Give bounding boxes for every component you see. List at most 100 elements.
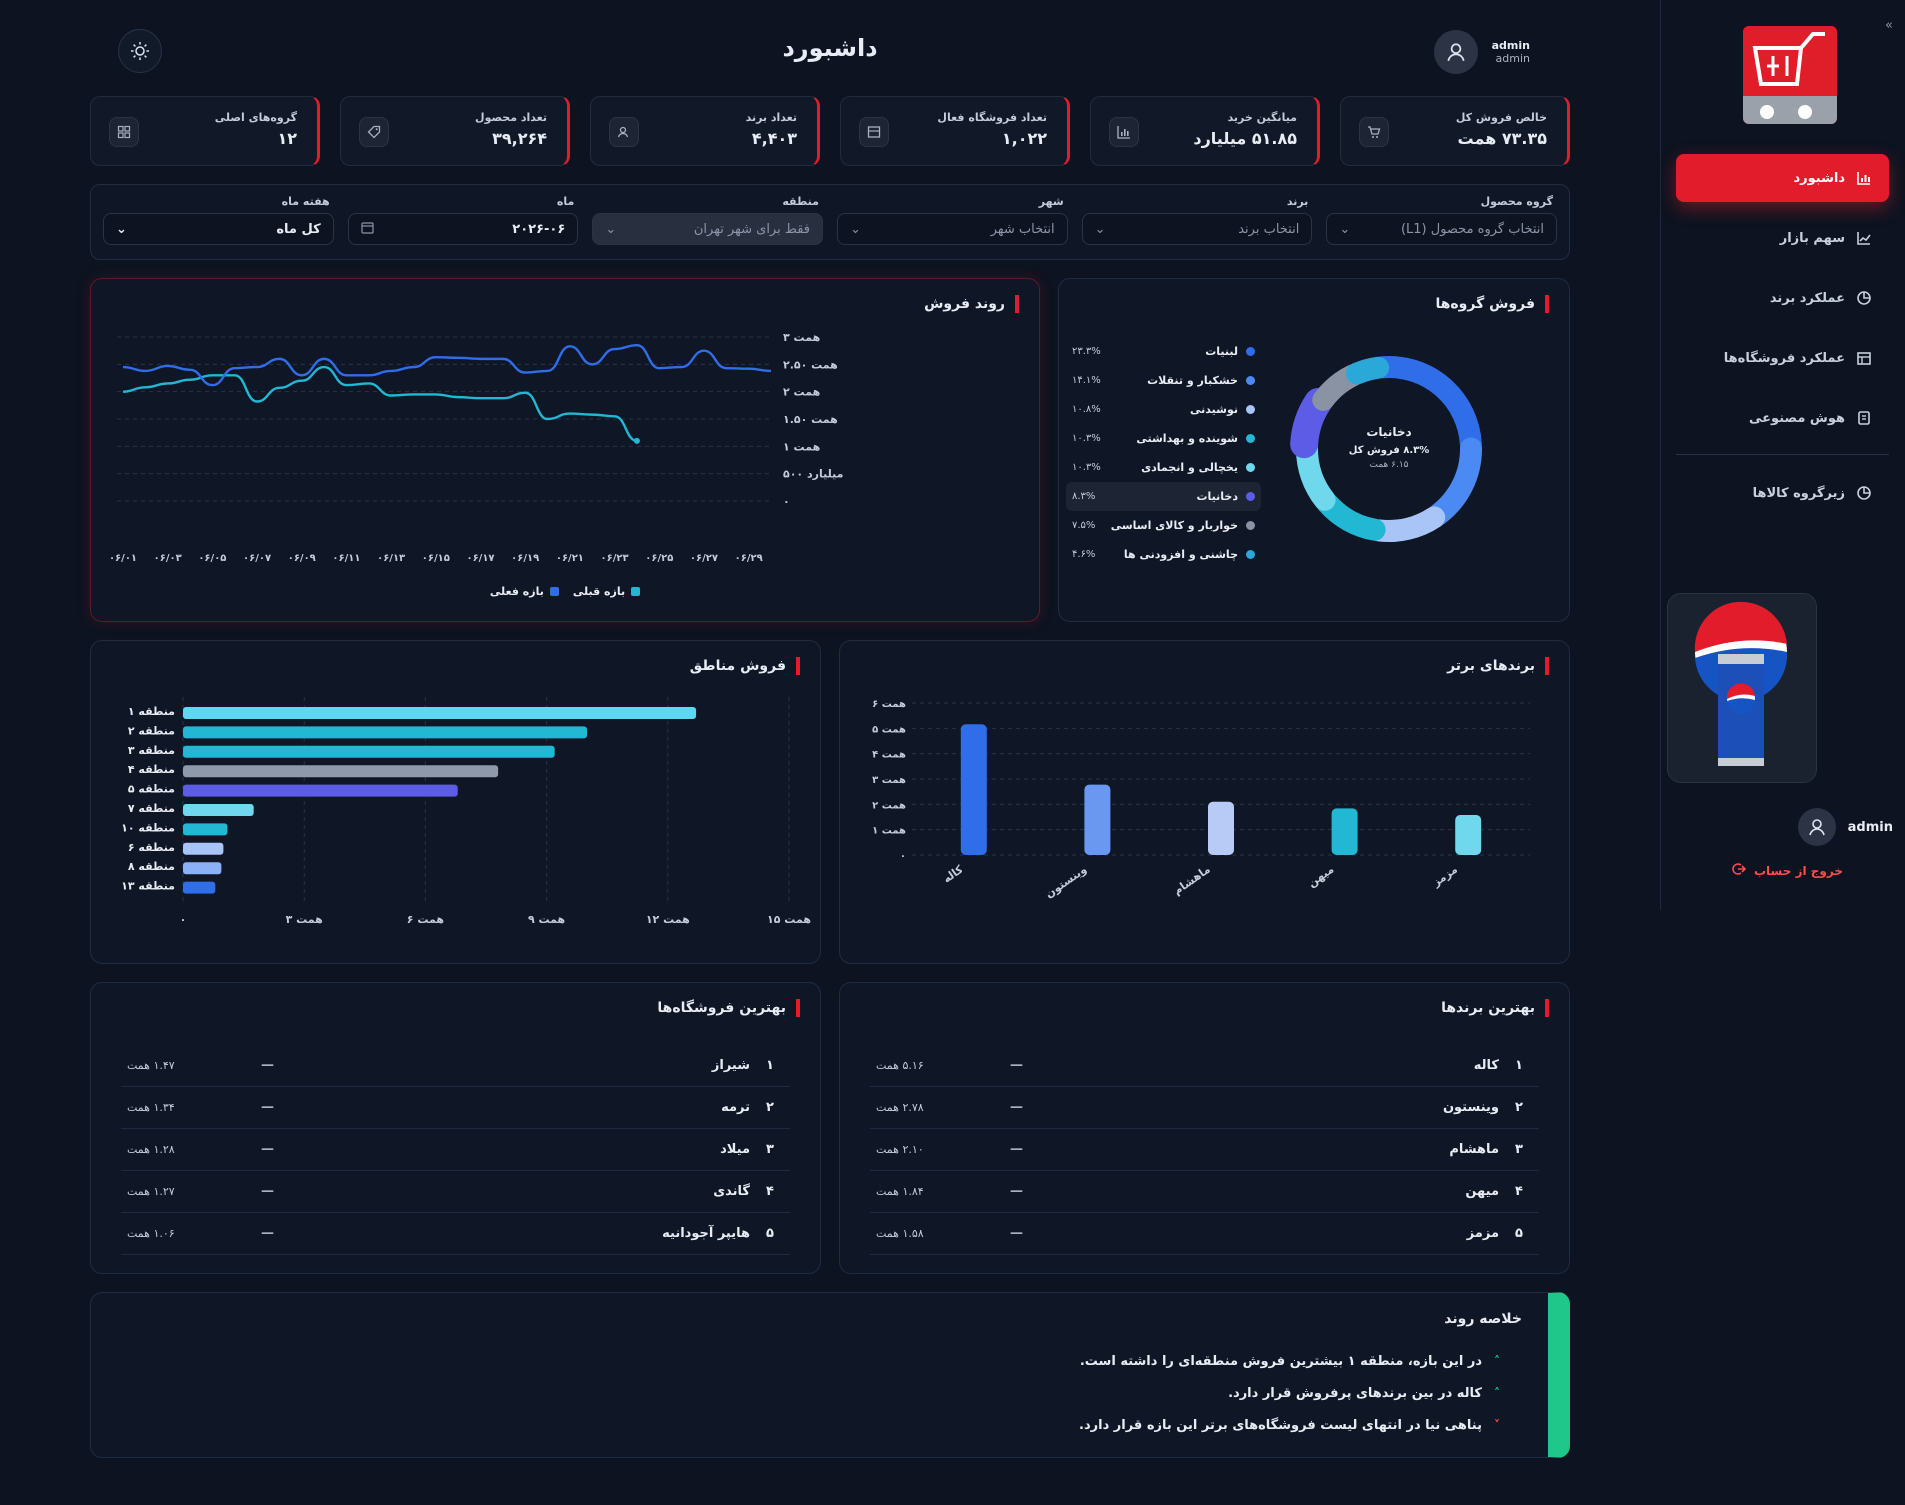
best-stores-table: ۱ شیراز — ۱.۴۷ همت ۲ ترمه — ۱.۳۴ همت ۳ میلاد — ۱.…	[121, 1045, 790, 1255]
legend-item[interactable]: یخچالی و انجمادی ۱۰.۳%	[1066, 453, 1261, 482]
x-tick-label: ۰۶/۰۵	[198, 553, 226, 564]
x-tick-label: ۰۶/۲۹	[735, 553, 763, 564]
legend-item[interactable]: لبنیات ۲۳.۳%	[1066, 337, 1261, 366]
filter-week: هفته ماه کل ماه ⌄	[102, 195, 334, 249]
week-select[interactable]: کل ماه ⌄	[102, 213, 334, 245]
list-item: ˄ در این بازه، منطقه ۱ بیشترین فروش منطقه…	[1079, 1345, 1500, 1377]
dash: —	[1010, 1058, 1023, 1073]
dash: —	[261, 1184, 274, 1199]
x-tick-label: ۰۶/۰۱	[109, 553, 137, 564]
series-end-point	[633, 437, 640, 444]
kpi-label: خالص فروش کل	[1455, 111, 1547, 124]
brand-name: ماهشام	[1449, 1142, 1499, 1157]
sidebar-user[interactable]: admin	[1797, 808, 1893, 846]
table-row[interactable]: ۲ ترمه — ۱.۳۴ همت	[121, 1087, 790, 1129]
x-tick-label: ۰۶/۱۷	[466, 553, 494, 564]
sidebar-item-label: عملکرد برند	[1769, 290, 1845, 306]
table-row[interactable]: ۲ وینستون — ۲.۷۸ همت	[870, 1087, 1539, 1129]
brand-name: میهن	[1465, 1184, 1499, 1199]
summary-text: کاله در بین برندهای پرفروش قرار دارد.	[1228, 1385, 1482, 1401]
card-title: بهترین برندها	[1441, 999, 1549, 1017]
x-tick-label: ۱۲ همت	[646, 913, 690, 926]
donut-center-pct: ۸.۳% فروش کل	[1348, 445, 1430, 456]
filter-month: ماه ۲۰۲۶-۰۶	[347, 195, 579, 249]
donut-slice	[1368, 506, 1446, 542]
legend-item[interactable]: نوشیدنی ۱۰.۸%	[1066, 395, 1261, 424]
table-row[interactable]: ۵ مزمز — ۱.۵۸ همت	[870, 1213, 1539, 1255]
logout-button[interactable]: خروج از حساب	[1732, 862, 1843, 879]
table-row[interactable]: ۳ میلاد — ۱.۲۸ همت	[121, 1129, 790, 1171]
collapse-sidebar-icon[interactable]: »	[1885, 18, 1893, 33]
card-title: خلاصه روند	[1444, 1311, 1522, 1327]
series-current-line	[122, 343, 772, 387]
region-bar	[183, 804, 254, 816]
theme-toggle-button[interactable]	[118, 29, 162, 73]
y-tick-label: ۱ همت	[783, 440, 820, 453]
legend-dot	[1246, 550, 1255, 559]
best-brands-table: ۱ کاله — ۵.۱۶ همت ۲ وینستون — ۲.۷۸ همت ۳ ماهشام…	[870, 1045, 1539, 1255]
select-value: فقط برای شهر تهران	[693, 221, 810, 237]
x-tick-label: ۰۶/۱۵	[422, 553, 450, 564]
group-sales-donut	[1290, 356, 1482, 542]
donut-center-name: دخانیات	[1366, 425, 1412, 439]
sidebar-item-ai[interactable]: هوش مصنوعی	[1676, 394, 1889, 442]
sidebar-item-subgroups[interactable]: زیرگروه کالاها	[1676, 469, 1889, 517]
legend-pct: ۱۰.۳%	[1072, 433, 1101, 444]
select-value: انتخاب برند	[1238, 221, 1300, 237]
legend-name: خشکبار و تنقلات	[1147, 374, 1238, 387]
rank: ۲	[766, 1100, 774, 1115]
header-user[interactable]: admin admin	[1433, 30, 1530, 74]
kpi-card-brand-count: تعداد برند ۴,۴۰۳	[590, 96, 820, 166]
table-row[interactable]: ۴ گاندی — ۱.۲۷ همت	[121, 1171, 790, 1213]
x-tick-label: ۰۶/۲۵	[645, 553, 673, 564]
sidebar-item-dashboard[interactable]: داشبورد	[1676, 154, 1889, 202]
rank: ۳	[1515, 1142, 1523, 1157]
table-row[interactable]: ۱ کاله — ۵.۱۶ همت	[870, 1045, 1539, 1087]
table-row[interactable]: ۴ میهن — ۱.۸۴ همت	[870, 1171, 1539, 1213]
table-row[interactable]: ۵ هایپر آجودانیه — ۱.۰۶ همت	[121, 1213, 790, 1255]
legend-item[interactable]: چاشنی و افزودنی ها ۴.۶%	[1066, 540, 1261, 569]
pie-chart-icon	[1855, 289, 1873, 307]
bar-chart-icon	[1109, 117, 1139, 147]
legend-label: بازه قبلی	[572, 585, 626, 598]
legend-item[interactable]: خواربار و کالای اساسی ۷.۵%	[1066, 511, 1261, 540]
region-bar	[183, 881, 216, 894]
month-picker[interactable]: ۲۰۲۶-۰۶	[347, 213, 579, 245]
brand-value: ۱.۵۸ همت	[876, 1227, 924, 1240]
brand-select[interactable]: انتخاب برند ⌄	[1081, 213, 1313, 245]
region-bar	[183, 842, 224, 855]
city-select[interactable]: انتخاب شهر ⌄	[836, 213, 1068, 245]
y-tick-label: منطقه ۴	[128, 763, 175, 776]
filter-product-group: گروه محصول انتخاب گروه محصول (L1) ⌄	[1326, 195, 1557, 249]
legend-previous[interactable]: بازه قبلی	[572, 585, 641, 598]
y-tick-label: منطقه ۲	[128, 724, 175, 737]
store-name: میلاد	[720, 1142, 750, 1157]
legend-dot	[1246, 463, 1255, 472]
legend-item[interactable]: شوینده و بهداشتی ۱۰.۳%	[1066, 424, 1261, 453]
y-tick-label: ۰	[783, 495, 790, 508]
filter-bar: گروه محصول انتخاب گروه محصول (L1) ⌄ برند …	[90, 184, 1570, 260]
rank: ۱	[766, 1058, 774, 1073]
cart-icon	[1359, 117, 1389, 147]
legend-item[interactable]: دخانیات ۸.۳%	[1066, 482, 1261, 511]
brand-name: کاله	[1473, 1058, 1499, 1073]
table-row[interactable]: ۳ ماهشام — ۲.۱۰ همت	[870, 1129, 1539, 1171]
legend-current[interactable]: بازه فعلی	[490, 585, 559, 598]
legend-item[interactable]: خشکبار و تنقلات ۱۴.۱%	[1066, 366, 1261, 395]
region-bar	[183, 745, 555, 758]
legend-pct: ۲۳.۳%	[1072, 346, 1101, 357]
region-bar	[183, 765, 499, 778]
sidebar-item-store-performance[interactable]: عملکرد فروشگاه‌ها	[1676, 334, 1889, 382]
sun-icon	[131, 42, 149, 60]
table-row[interactable]: ۱ شیراز — ۱.۴۷ همت	[121, 1045, 790, 1087]
x-tick-label: میهن	[1306, 863, 1337, 890]
kpi-label: تعداد محصول	[475, 111, 547, 124]
sidebar-nav: داشبورد سهم بازار عملکرد برند عملکرد فرو…	[1660, 154, 1905, 529]
sidebar-item-market-share[interactable]: سهم بازار	[1676, 214, 1889, 262]
line-chart-icon	[1855, 229, 1873, 247]
sidebar-item-brand-performance[interactable]: عملکرد برند	[1676, 274, 1889, 322]
brand-value: ۲.۱۰ همت	[876, 1143, 924, 1156]
store-value: ۱.۰۶ همت	[127, 1227, 175, 1240]
filter-region: منطقه فقط برای شهر تهران ⌄	[592, 195, 823, 249]
product-group-select[interactable]: انتخاب گروه محصول (L1) ⌄	[1326, 213, 1557, 245]
